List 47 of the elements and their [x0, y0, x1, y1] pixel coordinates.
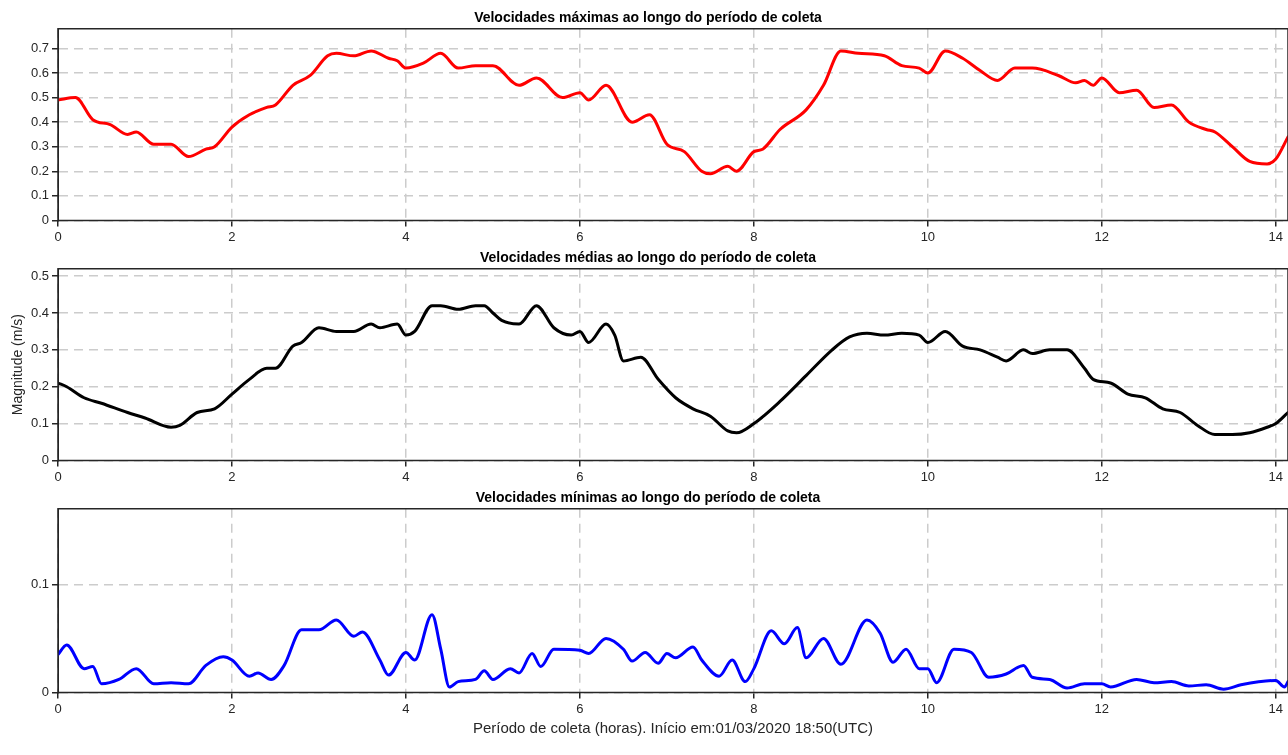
x-tick-label: 8 — [750, 228, 758, 244]
chart-title: Velocidades máximas ao longo do período de coleta — [474, 9, 823, 26]
y-tick-label: 0.5 — [30, 89, 49, 105]
y-tick-label: 0.3 — [30, 138, 49, 154]
line-series — [58, 304, 1288, 437]
x-tick-label: 10 — [920, 468, 936, 484]
line-series — [58, 49, 1288, 176]
x-tick-label: 2 — [228, 700, 236, 716]
y-axis-title: Magnitude (m/s) — [9, 314, 26, 416]
y-tick-label: 0.1 — [30, 415, 49, 431]
x-tick-label: 4 — [402, 468, 410, 484]
x-tick-label: 10 — [920, 228, 936, 244]
y-tick-label: 0.5 — [30, 267, 49, 283]
x-tick-label: 14 — [1268, 700, 1284, 716]
y-tick-label: 0.4 — [30, 113, 49, 129]
y-tick-label: 0.3 — [30, 341, 49, 357]
y-tick-label: 0 — [41, 211, 49, 227]
y-tick-label: 0 — [41, 451, 49, 467]
x-tick-label: 10 — [920, 700, 936, 716]
x-tick-label: 0 — [54, 700, 62, 716]
x-tick-label: 14 — [1268, 228, 1284, 244]
x-tick-label: 6 — [576, 228, 584, 244]
x-tick-label: 0 — [54, 468, 62, 484]
x-tick-label: 12 — [1094, 468, 1110, 484]
x-tick-label: 2 — [228, 228, 236, 244]
y-tick-label: 0 — [41, 683, 49, 699]
x-tick-label: 6 — [576, 468, 584, 484]
x-tick-label: 8 — [750, 468, 758, 484]
chart-title: Velocidades médias ao longo do período de coleta — [479, 249, 817, 266]
x-tick-label: 12 — [1094, 700, 1110, 716]
x-tick-label: 14 — [1268, 468, 1284, 484]
x-tick-label: 2 — [228, 468, 236, 484]
y-tick-label: 0.2 — [30, 162, 49, 178]
y-tick-label: 0.2 — [30, 378, 49, 394]
y-tick-label: 0.4 — [30, 304, 49, 320]
x-tick-label: 4 — [402, 228, 410, 244]
y-tick-label: 0.6 — [30, 64, 49, 80]
x-tick-label: 12 — [1094, 228, 1110, 244]
x-tick-label: 4 — [402, 700, 410, 716]
x-tick-label: 6 — [576, 700, 584, 716]
y-tick-label: 0.1 — [30, 187, 49, 203]
y-tick-label: 0.7 — [30, 40, 49, 56]
x-tick-label: 0 — [54, 228, 62, 244]
x-axis-title: Período de coleta (horas). Início em:01/03/2020 18:50(UTC) — [472, 719, 874, 737]
chart-title: Velocidades mínimas ao longo do período de coleta — [475, 489, 821, 506]
x-tick-label: 8 — [750, 700, 758, 716]
y-tick-label: 0.1 — [30, 575, 49, 591]
